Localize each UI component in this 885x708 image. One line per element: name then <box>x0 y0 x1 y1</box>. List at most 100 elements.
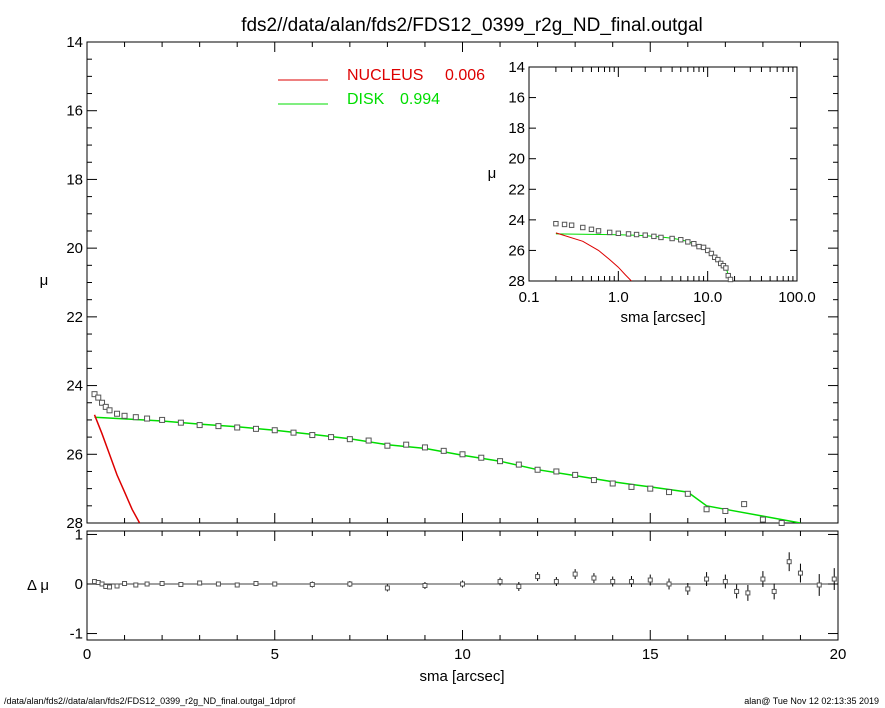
residual-point <box>133 582 139 588</box>
residual-point <box>178 581 184 587</box>
residual-point <box>591 575 597 581</box>
residual-point <box>159 581 165 587</box>
inset-y-tick-label: 26 <box>508 242 525 259</box>
data-point <box>99 399 106 406</box>
inset-data-point <box>588 226 595 233</box>
inset-data-point <box>561 221 568 228</box>
residual-point <box>114 583 120 589</box>
data-point <box>328 434 335 441</box>
data-point <box>159 416 166 423</box>
residual-point <box>253 581 259 587</box>
residual-point <box>460 581 465 587</box>
residual-point <box>384 585 390 591</box>
residual-point <box>197 580 203 586</box>
inset-data-point <box>685 239 691 245</box>
data-point <box>95 394 102 401</box>
inset-data-point <box>580 224 586 231</box>
residual-point <box>497 579 503 585</box>
residual-y-tick-label: -1 <box>70 626 83 643</box>
inset-x-tick-label: 100.0 <box>778 289 816 306</box>
inset-y-ticks: 14 16 18 20 22 24 26 28 <box>508 59 797 290</box>
residual-y-tick-label: 1 <box>75 526 83 543</box>
residual-y-ticks: 1 0 -1 <box>70 526 838 643</box>
legend-disk-name: DISK <box>347 91 385 108</box>
main-y-tick-label: 22 <box>66 309 83 326</box>
residual-x-ticks: 0 5 10 15 20 <box>83 531 847 663</box>
main-y-ticks: 14 16 18 20 22 24 26 28 <box>66 34 839 532</box>
legend-nucleus-name: NUCLEUS <box>347 67 423 84</box>
data-point <box>534 466 541 473</box>
residual-point <box>786 559 792 565</box>
residual-point <box>685 586 691 592</box>
inset-x-label: sma [arcsec] <box>620 309 705 326</box>
footer-right: alan@ Tue Nov 12 02:13:35 2019 <box>744 696 879 706</box>
data-point <box>515 461 522 468</box>
x-tick-label: 20 <box>830 646 847 663</box>
x-tick-label: 15 <box>642 646 659 663</box>
data-point <box>421 444 428 451</box>
footer-left: /data/alan/fds2//data/alan/fds2/FDS12_03… <box>4 696 296 706</box>
data-point <box>666 489 673 496</box>
x-tick-label: 5 <box>271 646 279 663</box>
residual-point <box>797 570 803 576</box>
x-tick-label: 0 <box>83 646 91 663</box>
inset-y-tick-label: 20 <box>508 151 525 168</box>
residual-point <box>572 571 578 577</box>
data-point <box>132 414 139 421</box>
inset-data-point <box>708 250 715 257</box>
residual-panel: 10-1 0 5 10 15 20 Δ μ sma [arcsec] <box>27 526 846 685</box>
residual-point <box>704 576 710 582</box>
inset-x-ticks: 0.1 1.0 10.0 100.0 <box>519 67 816 306</box>
residual-point <box>144 581 150 587</box>
inset-y-tick-label: 24 <box>508 212 525 229</box>
inset-data-point <box>568 222 575 228</box>
legend: NUCLEUS 0.006 DISK 0.994 <box>278 67 485 108</box>
inset-nucleus-model-line <box>555 232 632 281</box>
data-point <box>271 427 278 434</box>
main-y-tick-label: 26 <box>66 446 83 463</box>
inset-y-tick-label: 18 <box>508 120 525 137</box>
data-point <box>403 441 410 448</box>
inset-frame <box>528 66 798 282</box>
disk-model-line <box>94 416 801 523</box>
residual-point <box>760 576 766 582</box>
residual-point <box>734 588 740 594</box>
data-point <box>572 471 579 478</box>
inset-y-tick-label: 14 <box>508 59 525 76</box>
nucleus-model-line <box>93 414 141 523</box>
data-point <box>647 485 654 492</box>
inset-data-point <box>723 265 729 271</box>
data-point <box>722 507 729 514</box>
main-points <box>91 391 785 526</box>
inset-data-point <box>704 247 711 254</box>
data-point <box>102 403 109 410</box>
inset-data-point <box>642 232 648 238</box>
data-point <box>703 506 710 513</box>
data-point <box>365 437 372 444</box>
residual-point <box>647 577 653 583</box>
data-point <box>252 425 259 432</box>
inset-data-point <box>696 243 702 250</box>
data-point <box>384 442 391 449</box>
residual-y-tick-label: 0 <box>75 576 83 593</box>
residual-point <box>535 574 541 580</box>
legend-disk-value: 0.994 <box>400 91 440 108</box>
main-y-tick-label: 16 <box>66 103 83 120</box>
residual-point <box>272 581 278 587</box>
data-point <box>290 429 297 436</box>
data-point <box>497 458 504 465</box>
inset-data-point <box>606 229 613 236</box>
residual-point <box>722 579 728 585</box>
main-models <box>93 414 801 523</box>
data-point <box>106 407 113 414</box>
main-y-tick-label: 18 <box>66 171 83 188</box>
residual-point <box>516 583 522 589</box>
residual-point <box>309 581 315 587</box>
data-point <box>234 424 241 431</box>
data-point <box>440 447 447 454</box>
inset-x-tick-label: 1.0 <box>608 289 629 306</box>
inset-data-point <box>678 237 684 243</box>
data-point <box>609 480 616 487</box>
inset-panel: 14 16 18 20 22 24 26 28 0.1 1.0 10.0 100.0 μ sma [… <box>488 59 816 326</box>
residual-points <box>92 552 837 601</box>
